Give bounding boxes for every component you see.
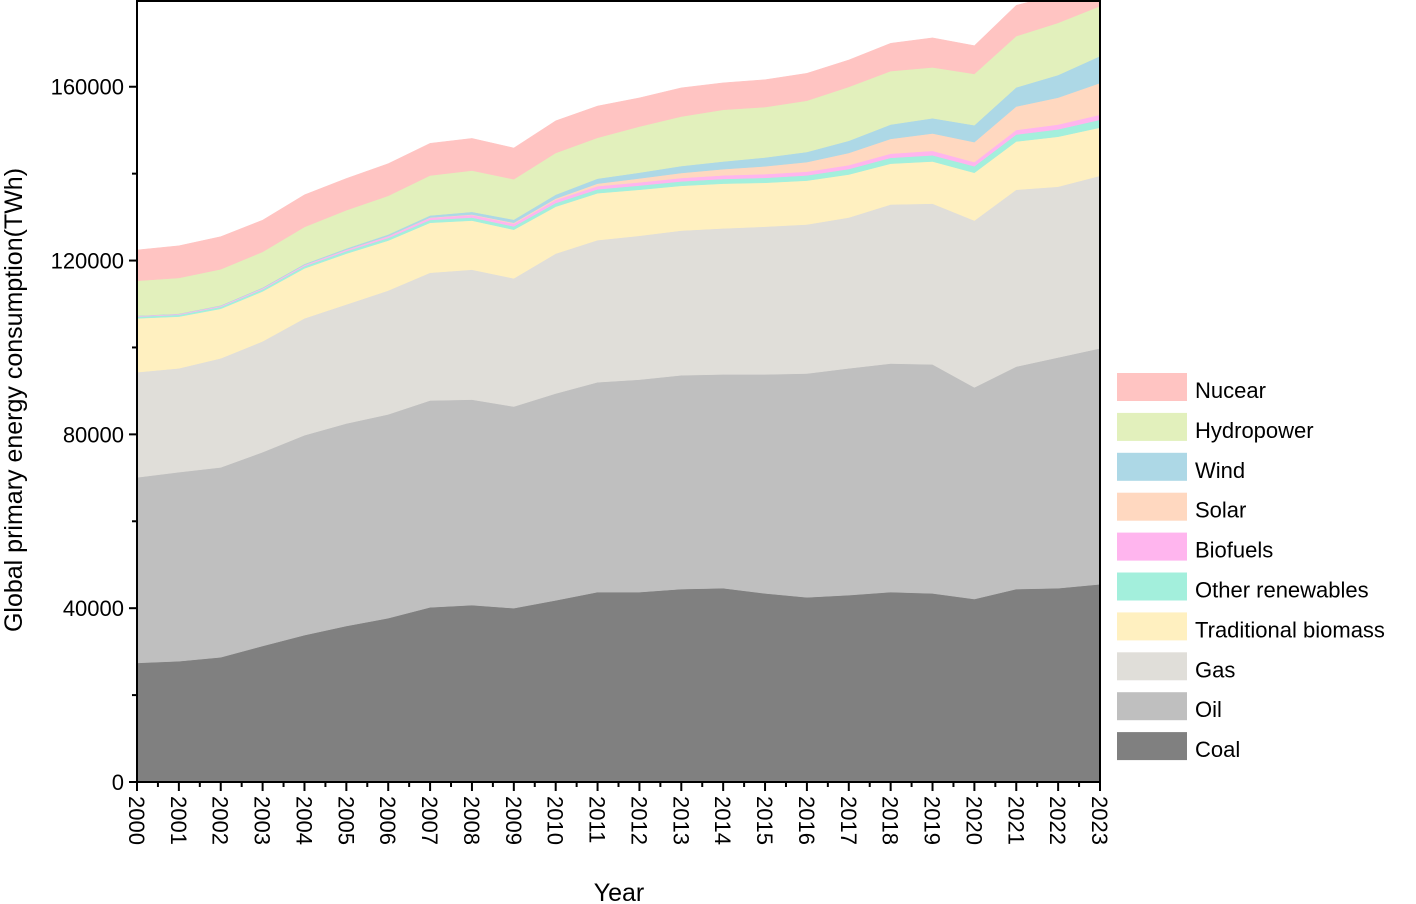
legend-swatch (1117, 572, 1187, 601)
legend-swatch (1117, 492, 1187, 521)
y-tick-label: 80000 (63, 422, 124, 447)
legend-swatch (1117, 373, 1187, 401)
x-tick-label: 2000 (124, 796, 149, 845)
legend-swatch (1117, 692, 1187, 721)
x-tick-label: 2004 (291, 796, 316, 845)
legend-swatch (1117, 532, 1187, 561)
legend-swatch (1117, 452, 1187, 481)
legend-item: Coal (1117, 732, 1240, 762)
x-tick-label: 2012 (626, 796, 651, 845)
legend-swatch (1117, 412, 1187, 441)
x-tick-label: 2011 (585, 796, 610, 843)
legend-label: Solar (1195, 498, 1246, 523)
legend-swatch (1117, 612, 1187, 641)
x-tick-label: 2003 (250, 796, 275, 845)
legend-label: Other renewables (1195, 578, 1369, 603)
x-axis-title: Year (594, 879, 645, 904)
area-layers (137, 2, 1100, 782)
x-tick-label: 2014 (710, 796, 735, 845)
y-tick-label: 0 (112, 770, 124, 795)
x-tick-label: 2018 (878, 796, 903, 845)
legend: Nucear Hydropower Wind Solar Biofuels Other r… (1117, 373, 1385, 762)
x-tick-label: 2022 (1045, 796, 1070, 845)
legend-item: Wind (1117, 452, 1245, 483)
x-tick-label: 2013 (668, 796, 693, 845)
legend-item: Oil (1117, 692, 1222, 722)
x-tick-label: 2010 (543, 796, 568, 845)
x-tick-label: 2001 (166, 796, 191, 845)
legend-label: Gas (1195, 657, 1235, 682)
y-tick-label: 40000 (63, 596, 124, 621)
legend-swatch (1117, 732, 1187, 761)
x-tick-label: 2020 (961, 796, 986, 845)
legend-item: Other renewables (1117, 572, 1369, 603)
y-axis-title: Global primary energy consumption(TWh) (0, 168, 28, 632)
x-tick-label: 2002 (208, 796, 233, 845)
y-tick-label: 120000 (51, 249, 124, 274)
x-tick-label: 2015 (752, 796, 777, 845)
legend-item: Hydropower (1117, 412, 1314, 443)
x-tick-label: 2023 (1087, 796, 1112, 845)
x-tick-label: 2007 (417, 796, 442, 845)
legend-item: Nucear (1117, 373, 1266, 403)
legend-swatch (1117, 652, 1187, 681)
x-tick-label: 2019 (920, 796, 945, 845)
y-tick-label: 160000 (51, 75, 124, 100)
x-axis-ticks: 2000 2001 2002 2003 2004 2005 2006 2007 2008 2009… (124, 782, 1112, 845)
legend-label: Hydropower (1195, 418, 1314, 443)
x-tick-label: 2005 (333, 796, 358, 845)
legend-label: Oil (1195, 697, 1222, 722)
area-nucear (137, 2, 1100, 282)
legend-item: Gas (1117, 652, 1235, 682)
legend-label: Traditional biomass (1195, 617, 1385, 642)
legend-item: Biofuels (1117, 532, 1273, 563)
legend-label: Coal (1195, 737, 1240, 762)
legend-item: Solar (1117, 492, 1246, 523)
x-tick-label: 2016 (794, 796, 819, 845)
legend-label: Wind (1195, 458, 1245, 483)
y-axis-ticks: 0 40000 80000 120000 160000 (51, 75, 137, 795)
x-tick-label: 2006 (375, 796, 400, 845)
legend-item: Traditional biomass (1117, 612, 1385, 642)
x-tick-label: 2009 (501, 796, 526, 845)
x-tick-label: 2017 (836, 796, 861, 845)
x-tick-label: 2021 (1003, 796, 1028, 845)
legend-label: Biofuels (1195, 538, 1273, 563)
x-tick-label: 2008 (459, 796, 484, 845)
legend-label: Nucear (1195, 378, 1266, 403)
